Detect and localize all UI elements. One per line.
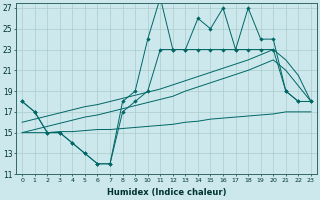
- X-axis label: Humidex (Indice chaleur): Humidex (Indice chaleur): [107, 188, 226, 197]
